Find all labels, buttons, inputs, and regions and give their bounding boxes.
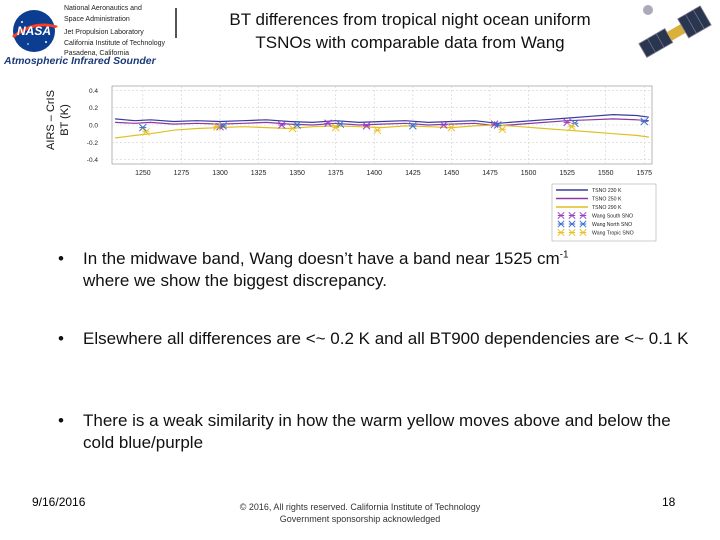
bullet-text-part: where we show the biggest discrepancy. bbox=[83, 271, 387, 290]
bullet-text-part: In the midwave band, Wang doesn’t have a… bbox=[83, 249, 560, 268]
legend-label: TSNO 250 K bbox=[592, 197, 622, 203]
bullet-item: • There is a weak similarity in how the … bbox=[58, 410, 693, 454]
series-marker bbox=[139, 123, 147, 132]
bt-difference-chart: 0.4 0.2 0.0 -0.2 -0.4 1250 1275 1300 1325 1350 137… bbox=[87, 85, 657, 242]
legend-label: Wang North SNO bbox=[592, 222, 632, 228]
legend-label: Wang South SNO bbox=[592, 214, 633, 220]
series-marker bbox=[439, 121, 448, 129]
bullet-superscript: -1 bbox=[559, 249, 569, 261]
legend-swatch bbox=[557, 220, 565, 228]
nasa-logo-text: NASA bbox=[17, 24, 51, 38]
x-tick-label: 1400 bbox=[366, 170, 382, 177]
slide-title: BT differences from tropical night ocean… bbox=[180, 8, 640, 54]
series-marker bbox=[640, 117, 649, 126]
header-divider bbox=[175, 8, 177, 38]
y-tick-label: 0.4 bbox=[89, 88, 98, 95]
x-tick-label: 1425 bbox=[405, 170, 421, 177]
legend-swatch bbox=[568, 228, 576, 237]
x-tick-label: 1300 bbox=[212, 170, 228, 177]
series-line bbox=[115, 124, 649, 139]
bullet-marker: • bbox=[58, 329, 64, 348]
legend-label: Wang Tropic SNO bbox=[592, 231, 634, 237]
series-marker bbox=[447, 123, 456, 132]
series-marker bbox=[331, 123, 340, 132]
x-tick-label: 1525 bbox=[559, 170, 575, 177]
y-axis-label: AIRS – CrIS BT (K) bbox=[45, 90, 71, 150]
x-tick-label: 1350 bbox=[289, 170, 305, 177]
y-tick-label: 0.2 bbox=[89, 105, 98, 112]
org-line: National Aeronautics and bbox=[64, 5, 142, 12]
series-marker bbox=[409, 122, 417, 130]
footer-copyright: © 2016, All rights reserved. California … bbox=[200, 501, 520, 525]
x-tick-label: 1375 bbox=[328, 170, 344, 177]
x-tick-label: 1500 bbox=[521, 170, 537, 177]
series-marker bbox=[219, 122, 227, 130]
series-line bbox=[115, 118, 649, 127]
legend-swatch bbox=[579, 228, 587, 237]
legend-swatch bbox=[568, 211, 576, 220]
legend-label: TSNO 290 K bbox=[592, 205, 622, 211]
nasa-logo: NASA bbox=[12, 10, 58, 52]
bullet-item: • Elsewhere all differences are <~ 0.2 K… bbox=[58, 328, 693, 350]
legend-swatch bbox=[568, 220, 576, 228]
bullet-item: • In the midwave band, Wang doesn’t have… bbox=[58, 248, 693, 292]
nasa-logo-vector bbox=[12, 23, 58, 38]
org-line: Pasadena, California bbox=[64, 50, 129, 57]
instrument-name: Atmospheric Infrared Sounder bbox=[4, 55, 156, 67]
page-number: 18 bbox=[662, 495, 676, 509]
bullet-text: Elsewhere all differences are <~ 0.2 K a… bbox=[83, 329, 689, 348]
x-tick-label: 1250 bbox=[135, 170, 151, 177]
x-tick-label: 1475 bbox=[482, 170, 498, 177]
slide-title-line: BT differences from tropical night ocean… bbox=[229, 10, 591, 29]
satellite-icon bbox=[638, 5, 712, 59]
footer-copyright-line: Government sponsorship acknowledged bbox=[279, 514, 441, 524]
series-marker bbox=[293, 121, 301, 129]
org-line: Space Administration bbox=[64, 15, 130, 23]
legend-swatch bbox=[579, 220, 587, 228]
legend-swatch bbox=[557, 228, 565, 237]
bullet-marker: • bbox=[58, 249, 64, 268]
footer-date: 9/16/2016 bbox=[32, 495, 86, 509]
org-line: California Institute of Technology bbox=[64, 39, 166, 47]
series-marker bbox=[142, 128, 150, 136]
y-axis-label-line2: BT (K) bbox=[59, 104, 71, 136]
series-marker bbox=[362, 122, 371, 130]
bullet-text: In the midwave band, Wang doesn’t have a… bbox=[83, 248, 693, 292]
y-tick-label: 0.0 bbox=[89, 123, 98, 130]
series-marker bbox=[324, 119, 332, 128]
y-axis-label-line1: AIRS – CrIS bbox=[45, 90, 57, 150]
bullet-text: There is a weak similarity in how the wa… bbox=[83, 411, 671, 452]
legend-swatch bbox=[557, 211, 565, 220]
y-tick-label: -0.4 bbox=[87, 157, 99, 164]
nasa-logo-disk bbox=[13, 10, 55, 52]
slide-title-line: TSNOs with comparable data from Wang bbox=[255, 33, 565, 52]
x-tick-label: 1275 bbox=[174, 170, 190, 177]
series-marker bbox=[498, 125, 507, 134]
y-tick-label: -0.2 bbox=[87, 140, 99, 147]
legend-label: TSNO 230 K bbox=[592, 188, 622, 194]
organization-block: National Aeronautics and Space Administr… bbox=[64, 4, 184, 60]
x-tick-label: 1575 bbox=[636, 170, 652, 177]
series-marker bbox=[213, 122, 221, 131]
x-tick-label: 1450 bbox=[444, 170, 460, 177]
x-tick-label: 1550 bbox=[598, 170, 614, 177]
series-marker bbox=[288, 124, 297, 133]
series-marker bbox=[373, 126, 382, 135]
legend-swatch bbox=[579, 211, 587, 220]
series-marker bbox=[567, 122, 576, 131]
series-marker bbox=[277, 121, 286, 129]
bullet-marker: • bbox=[58, 411, 64, 430]
series-marker bbox=[336, 120, 345, 128]
x-tick-label: 1325 bbox=[251, 170, 267, 177]
footer-copyright-line: © 2016, All rights reserved. California … bbox=[239, 502, 481, 512]
series-line bbox=[115, 113, 649, 124]
org-line: Jet Propulsion Laboratory bbox=[64, 29, 144, 36]
